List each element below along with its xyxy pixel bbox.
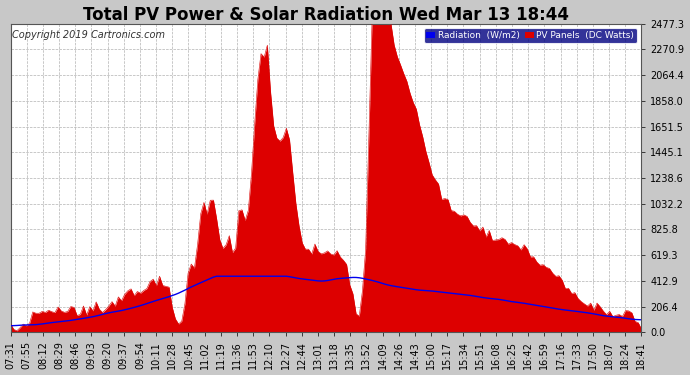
Text: Copyright 2019 Cartronics.com: Copyright 2019 Cartronics.com (12, 30, 165, 40)
Title: Total PV Power & Solar Radiation Wed Mar 13 18:44: Total PV Power & Solar Radiation Wed Mar… (83, 6, 569, 24)
Legend: Radiation  (W/m2), PV Panels  (DC Watts): Radiation (W/m2), PV Panels (DC Watts) (424, 28, 637, 43)
